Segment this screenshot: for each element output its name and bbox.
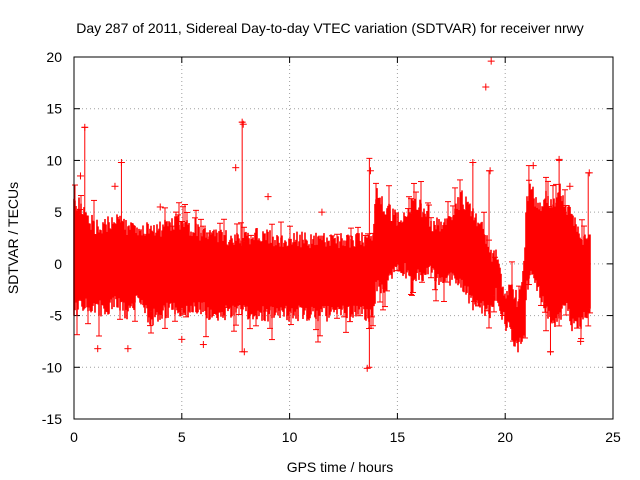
y-axis-label: SDTVAR / TECUs: [5, 182, 21, 294]
x-tick-label: 10: [282, 429, 298, 445]
data-point: [264, 193, 272, 201]
data-point: [117, 158, 125, 166]
y-tick-label: 5: [54, 204, 62, 220]
x-tick-label: 15: [390, 429, 406, 445]
x-axis-label: GPS time / hours: [287, 459, 394, 475]
data-point: [81, 123, 89, 131]
data-point: [529, 162, 537, 170]
y-tick-label: -15: [42, 411, 62, 427]
data-point: [482, 83, 490, 91]
data-point: [487, 57, 495, 65]
data-point: [232, 164, 240, 172]
plot-frame: [73, 56, 614, 420]
y-tick-label: 20: [46, 49, 62, 65]
data-point: [178, 335, 186, 343]
y-tick-label: -5: [50, 308, 63, 324]
data-point: [363, 364, 371, 372]
y-tick-label: 0: [54, 256, 62, 272]
data-point: [577, 337, 585, 345]
data-point: [76, 172, 84, 180]
data-point: [94, 345, 102, 353]
x-tick-label: 5: [178, 429, 186, 445]
y-tick-label: 10: [46, 152, 62, 168]
data-point: [124, 345, 132, 353]
chart-title: Day 287 of 2011, Sidereal Day-to-day VTE…: [76, 20, 584, 36]
data-point: [469, 158, 477, 166]
data-point: [318, 208, 326, 216]
x-tick-label: 20: [497, 429, 513, 445]
data-point: [240, 348, 248, 356]
data-point: [555, 155, 563, 163]
data-point: [585, 169, 593, 177]
data-point: [546, 348, 554, 356]
data-point: [156, 203, 164, 211]
data-point: [111, 182, 119, 190]
data-point: [486, 167, 494, 175]
data-point: [566, 182, 574, 190]
data-point: [239, 120, 247, 128]
data-layer: [72, 57, 593, 372]
data-point: [366, 167, 374, 175]
y-tick-label: 15: [46, 101, 62, 117]
data-point: [199, 341, 207, 349]
x-tick-label: 0: [70, 429, 78, 445]
x-tick-label: 25: [605, 429, 621, 445]
y-tick-label: -10: [42, 359, 62, 375]
